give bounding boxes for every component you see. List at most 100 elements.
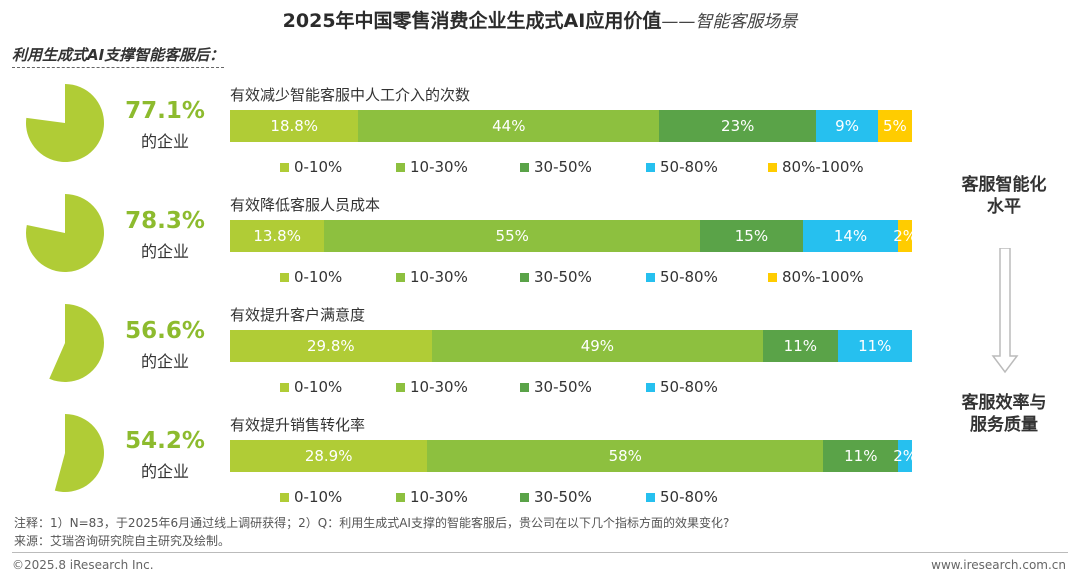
- legend-item: 10-30%: [396, 158, 468, 176]
- legend-item: 30-50%: [520, 268, 592, 286]
- legend-item: 30-50%: [520, 158, 592, 176]
- bar-segment: 13.8%: [230, 220, 325, 252]
- legend-swatch: [646, 492, 655, 502]
- legend-label: 80%-100%: [782, 268, 864, 286]
- bar-segment: 23%: [659, 110, 817, 142]
- legend-item: 10-30%: [396, 268, 468, 286]
- legend-label: 50-80%: [660, 158, 718, 176]
- legend-swatch: [396, 382, 405, 392]
- bar-segment: 28.9%: [230, 440, 428, 472]
- legend-item: 30-50%: [520, 378, 592, 396]
- metric-title: 有效提升客户满意度: [230, 306, 366, 324]
- legend-label: 50-80%: [660, 268, 718, 286]
- bar-segment: 11%: [763, 330, 838, 362]
- side-label-bottom: 客服效率与 服务质量: [961, 393, 1047, 435]
- legend-swatch: [646, 382, 655, 392]
- legend-item: 0-10%: [280, 268, 342, 286]
- bar-segment: 29.8%: [230, 330, 432, 362]
- bar-segment: 11%: [823, 440, 899, 472]
- share-pie-2: [49, 304, 105, 382]
- metric-title: 有效降低客服人员成本: [230, 196, 381, 214]
- legend-swatch: [280, 272, 289, 282]
- website: www.iresearch.com.cn: [931, 558, 1066, 572]
- legend-item: 50-80%: [646, 158, 718, 176]
- copyright: ©2025.8 iResearch Inc.: [12, 558, 154, 572]
- share-caption: 的企业: [140, 242, 189, 261]
- bar-segment: 18.8%: [230, 110, 359, 142]
- pie-slice: [25, 194, 104, 272]
- legend-label: 0-10%: [294, 158, 343, 176]
- legend-swatch: [520, 492, 529, 502]
- legend-label: 30-50%: [534, 488, 592, 506]
- bar-segment: 11%: [837, 330, 912, 362]
- share-value: 54.2%: [125, 428, 205, 454]
- legend-label: 0-10%: [294, 268, 343, 286]
- share-caption: 的企业: [140, 132, 189, 151]
- legend-item: 0-10%: [280, 488, 342, 506]
- metric-title: 有效减少智能客服中人工介入的次数: [230, 86, 471, 104]
- bar-segment: 14%: [802, 220, 899, 252]
- stacked-bar: 28.9% 58% 11% 2%: [230, 440, 917, 472]
- share-caption: 的企业: [140, 352, 189, 371]
- legend-item: 50-80%: [646, 488, 718, 506]
- source-note: 来源：艾瑞咨询研究院自主研究及绘制。: [14, 534, 231, 548]
- legend-swatch: [520, 272, 529, 282]
- stacked-bar: 29.8% 49% 11% 11%: [230, 330, 912, 362]
- title-sub: ——智能客服场景: [661, 12, 798, 32]
- metric-title: 有效提升销售转化率: [230, 416, 366, 434]
- stacked-bar: 18.8% 44% 23% 9% 5%: [230, 110, 912, 142]
- legend-label: 10-30%: [410, 378, 468, 396]
- bar-segment: 15%: [700, 220, 803, 252]
- legend-item: 0-10%: [280, 378, 342, 396]
- footnote: 注释：1）N=83，于2025年6月通过线上调研获得；2）Q：利用生成式AI支撑…: [14, 516, 730, 530]
- legend-label: 80%-100%: [782, 158, 864, 176]
- legend-swatch: [520, 382, 529, 392]
- legend-swatch: [396, 272, 405, 282]
- footer-divider: [12, 552, 1068, 553]
- bar-segment: 2%: [893, 220, 917, 252]
- side-label-top: 客服智能化 水平: [961, 175, 1047, 217]
- page-title: 2025年中国零售消费企业生成式AI应用价值——智能客服场景: [0, 6, 1080, 33]
- legend-label: 10-30%: [410, 158, 468, 176]
- legend-item: 10-30%: [396, 378, 468, 396]
- pie-slice: [26, 84, 105, 162]
- share-pie-3: [54, 414, 104, 492]
- legend-label: 10-30%: [410, 268, 468, 286]
- legend-label: 30-50%: [534, 158, 592, 176]
- legend-swatch: [280, 492, 289, 502]
- pie-slice: [49, 304, 105, 382]
- bar-segment: 58%: [427, 440, 824, 472]
- legend-item: 10-30%: [396, 488, 468, 506]
- legend-item: 80%-100%: [768, 268, 864, 286]
- stacked-bar: 13.8% 55% 15% 14% 2%: [230, 220, 917, 252]
- legend-label: 0-10%: [294, 378, 343, 396]
- bar-segment: 44%: [358, 110, 660, 142]
- legend-item: 50-80%: [646, 268, 718, 286]
- legend-swatch: [396, 162, 405, 172]
- title-main: 2025年中国零售消费企业生成式AI应用价值: [282, 10, 662, 32]
- legend-swatch: [646, 162, 655, 172]
- bar-segment: 49%: [431, 330, 764, 362]
- legend-label: 50-80%: [660, 378, 718, 396]
- share-value: 56.6%: [125, 318, 205, 344]
- legend-swatch: [396, 492, 405, 502]
- legend-label: 0-10%: [294, 488, 343, 506]
- legend-label: 10-30%: [410, 488, 468, 506]
- legend-label: 30-50%: [534, 378, 592, 396]
- legend-swatch: [280, 162, 289, 172]
- share-value: 77.1%: [125, 98, 205, 124]
- share-value: 78.3%: [125, 208, 205, 234]
- share-pie-1: [25, 194, 104, 272]
- legend-swatch: [520, 162, 529, 172]
- legend-item: 80%-100%: [768, 158, 864, 176]
- legend-item: 0-10%: [280, 158, 342, 176]
- bar-segment: 2%: [893, 440, 917, 472]
- legend-item: 30-50%: [520, 488, 592, 506]
- share-caption: 的企业: [140, 462, 189, 481]
- legend-swatch: [280, 382, 289, 392]
- bar-segment: 9%: [816, 110, 878, 142]
- legend-label: 30-50%: [534, 268, 592, 286]
- down-arrow-icon: [991, 248, 1019, 374]
- pie-slice: [54, 414, 104, 492]
- legend-swatch: [646, 272, 655, 282]
